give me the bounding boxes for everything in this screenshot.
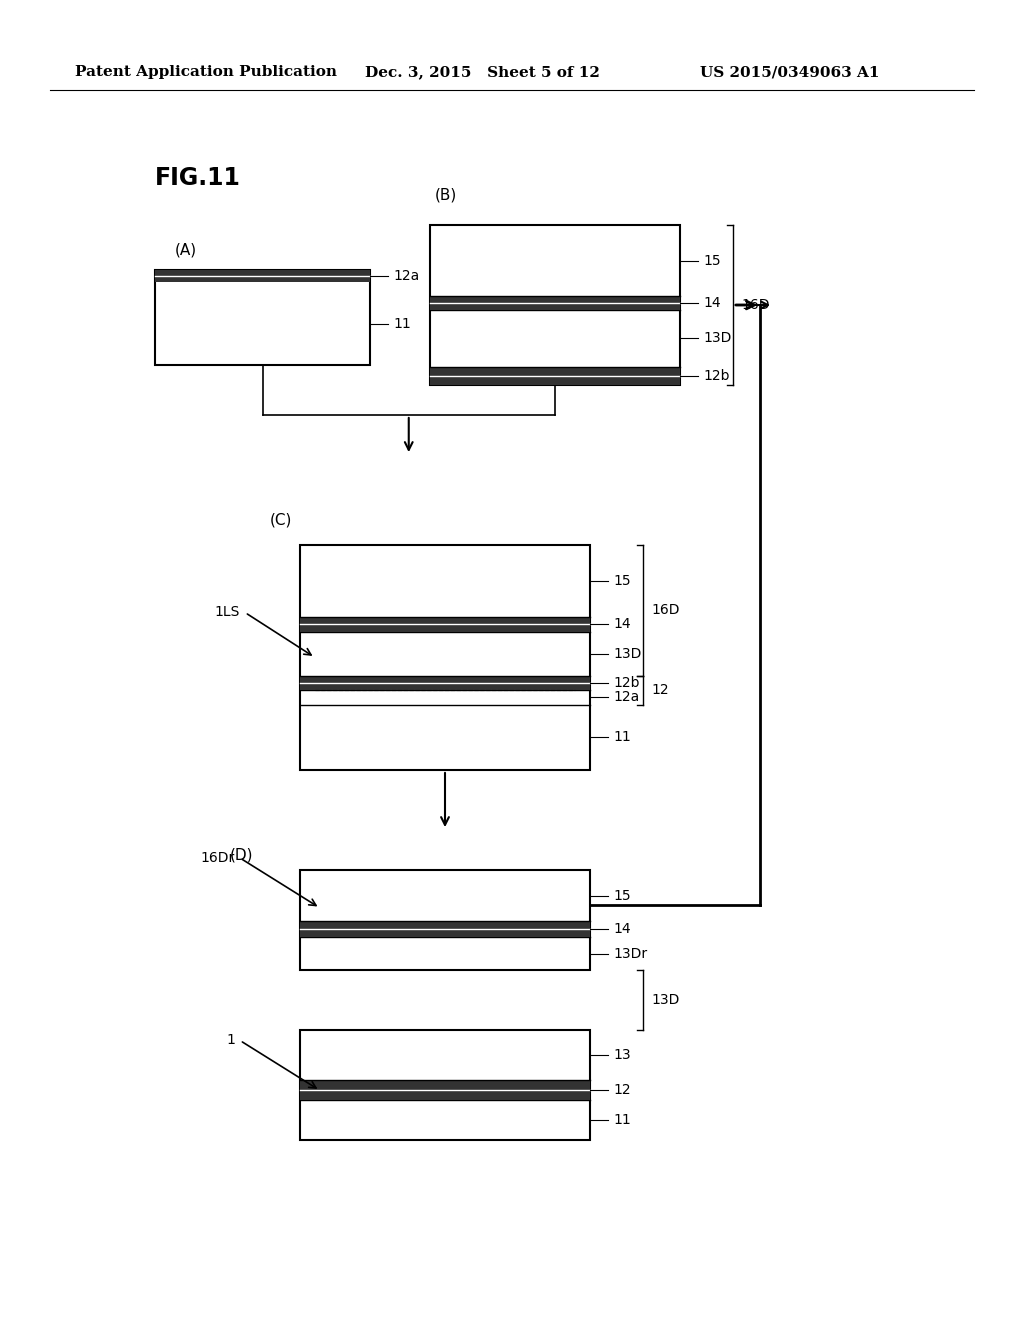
Bar xyxy=(300,921,590,937)
Text: 14: 14 xyxy=(703,296,721,310)
Bar xyxy=(300,676,590,690)
Text: 11: 11 xyxy=(393,317,411,331)
Text: 16Dr: 16Dr xyxy=(201,851,234,865)
Text: US 2015/0349063 A1: US 2015/0349063 A1 xyxy=(700,65,880,79)
Text: 16D: 16D xyxy=(741,298,769,312)
Text: 1LS: 1LS xyxy=(215,606,240,619)
Text: FIG.11: FIG.11 xyxy=(155,166,241,190)
Text: 16D: 16D xyxy=(651,603,680,618)
Text: 13: 13 xyxy=(613,1048,631,1061)
Bar xyxy=(430,296,680,310)
Text: 12b: 12b xyxy=(703,368,729,383)
Text: 15: 15 xyxy=(613,888,631,903)
Text: 12a: 12a xyxy=(393,269,419,284)
Bar xyxy=(430,367,680,385)
Text: 13D: 13D xyxy=(703,331,731,346)
Text: 13D: 13D xyxy=(613,647,641,660)
Text: 1: 1 xyxy=(226,1034,234,1048)
Text: 13D: 13D xyxy=(651,993,679,1007)
Text: (D): (D) xyxy=(230,847,254,862)
Text: 11: 11 xyxy=(613,730,631,744)
Text: (B): (B) xyxy=(435,187,458,202)
Text: Patent Application Publication: Patent Application Publication xyxy=(75,65,337,79)
Text: 15: 15 xyxy=(703,253,721,268)
Text: 14: 14 xyxy=(613,618,631,631)
Text: (A): (A) xyxy=(175,243,198,257)
Text: 12b: 12b xyxy=(613,676,640,690)
Text: 12a: 12a xyxy=(613,690,639,705)
Text: 12: 12 xyxy=(651,684,669,697)
Text: Dec. 3, 2015   Sheet 5 of 12: Dec. 3, 2015 Sheet 5 of 12 xyxy=(365,65,600,79)
Bar xyxy=(300,870,590,970)
Text: 13Dr: 13Dr xyxy=(613,946,647,961)
Bar xyxy=(155,271,370,366)
Bar xyxy=(430,224,680,385)
Bar xyxy=(300,616,590,632)
Text: (C): (C) xyxy=(270,512,293,528)
Bar xyxy=(300,1080,590,1101)
Bar xyxy=(300,545,590,770)
Text: 15: 15 xyxy=(613,574,631,587)
Text: 11: 11 xyxy=(613,1113,631,1127)
Text: 14: 14 xyxy=(613,921,631,936)
Bar xyxy=(300,1030,590,1140)
Text: 12: 12 xyxy=(613,1082,631,1097)
Bar xyxy=(155,271,370,282)
